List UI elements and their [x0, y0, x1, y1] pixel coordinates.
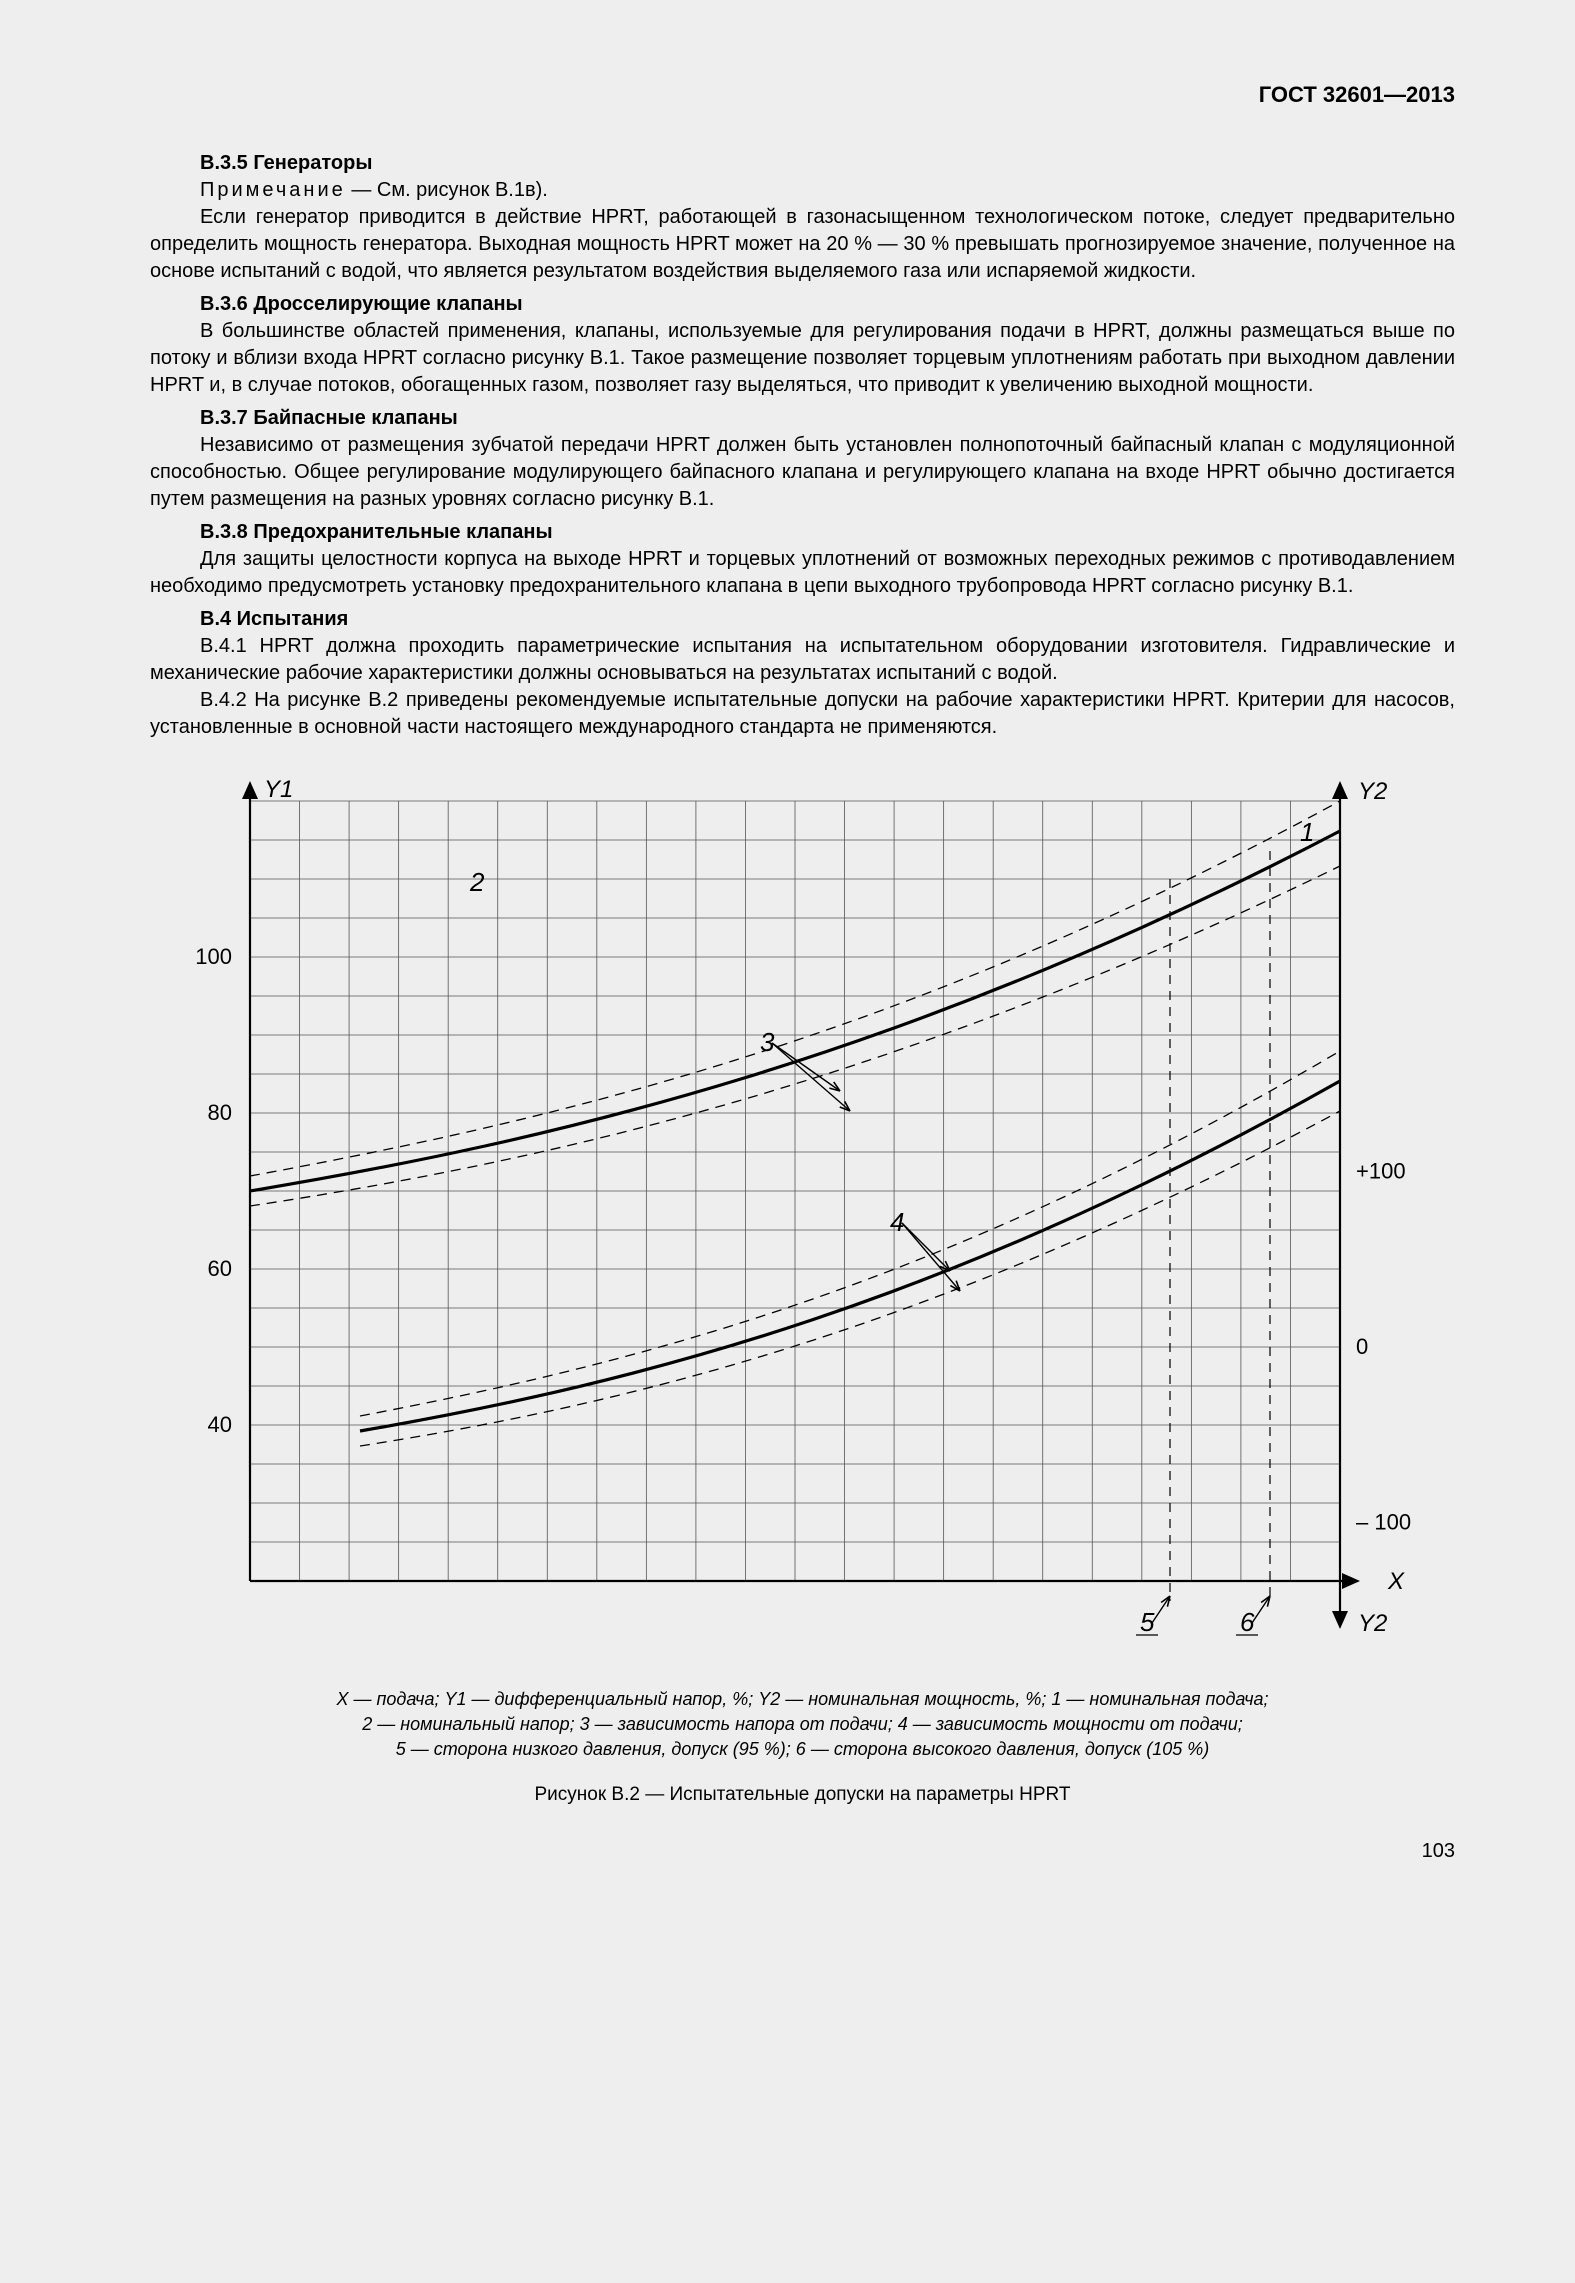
svg-text:60: 60 [208, 1256, 232, 1281]
svg-text:2: 2 [469, 867, 485, 897]
paragraph: Независимо от размещения зубчатой переда… [150, 432, 1455, 513]
section-title: В.3.6 Дросселирующие клапаны [150, 291, 1455, 318]
svg-text:1: 1 [1300, 817, 1314, 847]
page-number: 103 [150, 1838, 1455, 1865]
chart-svg: Y1XY2Y2406080100– 1000+100123456 [150, 761, 1450, 1661]
document-standard-id: ГОСТ 32601—2013 [150, 80, 1455, 110]
paragraph: В.4.2 На рисунке В.2 приведены рекоменду… [150, 687, 1455, 741]
svg-text:0: 0 [1356, 1334, 1368, 1359]
svg-text:+100: +100 [1356, 1158, 1406, 1183]
svg-text:80: 80 [208, 1100, 232, 1125]
svg-text:100: 100 [195, 944, 232, 969]
hprt-tolerance-chart: Y1XY2Y2406080100– 1000+100123456 [150, 761, 1455, 1669]
note-line: Примечание — См. рисунок В.1в). [150, 177, 1455, 204]
section-b38: В.3.8 Предохранительные клапаны Для защи… [150, 519, 1455, 600]
figure-caption: Рисунок В.2 — Испытательные допуски на п… [150, 1782, 1455, 1808]
svg-text:Y2: Y2 [1358, 1610, 1387, 1637]
svg-text:X: X [1387, 1568, 1405, 1595]
section-title: В.4 Испытания [150, 606, 1455, 633]
legend-line: 5 — сторона низкого давления, допуск (95… [396, 1739, 1210, 1759]
paragraph: В.4.1 HPRT должна проходить параметричес… [150, 633, 1455, 687]
paragraph: В большинстве областей применения, клапа… [150, 318, 1455, 399]
svg-text:Y2: Y2 [1358, 778, 1387, 805]
section-b4: В.4 Испытания В.4.1 HPRT должна проходит… [150, 606, 1455, 741]
section-b37: В.3.7 Байпасные клапаны Независимо от ра… [150, 405, 1455, 513]
legend-line: 2 — номинальный напор; 3 — зависимость н… [362, 1714, 1243, 1734]
note-rest: — См. рисунок В.1в). [346, 179, 548, 201]
section-title: В.3.7 Байпасные клапаны [150, 405, 1455, 432]
legend-line: X — подача; Y1 — дифференциальный напор,… [336, 1689, 1268, 1709]
svg-text:4: 4 [890, 1207, 904, 1237]
svg-text:40: 40 [208, 1412, 232, 1437]
svg-text:– 100: – 100 [1356, 1509, 1411, 1534]
section-title: В.3.5 Генераторы [150, 150, 1455, 177]
section-b36: В.3.6 Дросселирующие клапаны В большинст… [150, 291, 1455, 399]
paragraph: Для защиты целостности корпуса на выходе… [150, 546, 1455, 600]
paragraph: Если генератор приводится в действие HPR… [150, 204, 1455, 285]
note-prefix: Примечание [200, 179, 346, 201]
section-title: В.3.8 Предохранительные клапаны [150, 519, 1455, 546]
svg-text:3: 3 [760, 1027, 775, 1057]
svg-text:Y1: Y1 [264, 776, 293, 803]
figure-legend: X — подача; Y1 — дифференциальный напор,… [150, 1687, 1455, 1763]
section-b35: В.3.5 Генераторы Примечание — См. рисуно… [150, 150, 1455, 285]
